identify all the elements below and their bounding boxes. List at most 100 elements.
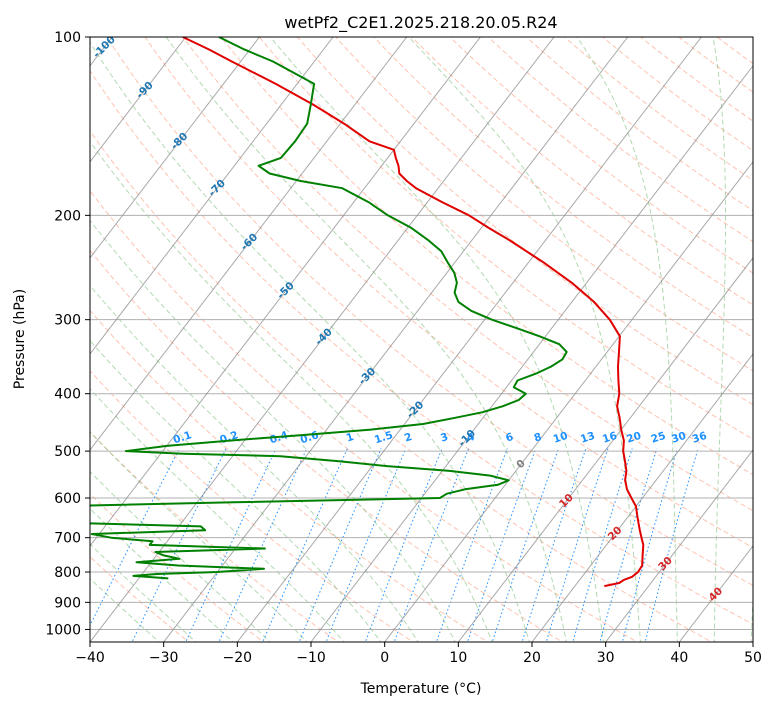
dry-adiabat [716,37,753,65]
dry-adiabat [411,37,753,306]
grid-lines [90,37,753,630]
isotherm-label: -50 [275,280,297,302]
mixing-ratio-line [491,448,560,642]
y-axis: 100 200 300 400 500 600 700 800 900 1000 [45,30,90,638]
plot-area: 0.1 0.2 0.4 0.6 1 1.5 2 3 4 6 8 10 13 16 20 25 30 36 -100… [90,24,775,645]
isotherm-label: -40 [313,326,335,348]
moist-adiabat [408,37,641,642]
isotherm-label: -70 [206,177,228,199]
x-tick-label: 0 [380,650,389,666]
dry-adiabat [563,37,753,181]
x-tick-label: −40 [75,650,105,666]
x-tick-label: 50 [744,650,762,666]
isotherm-label: -10 [456,427,478,449]
isotherm [752,641,753,642]
y-tick-label: 600 [54,491,81,507]
dry-adiabat [90,130,713,642]
mixing-ratio-label: 25 [650,430,668,446]
y-tick-label: 900 [54,595,81,611]
x-axis-label: Temperature (°C) [360,681,482,697]
dry-adiabat [335,37,753,372]
moist-adiabat [90,219,456,642]
mixing-ratio-label: 8 [533,431,544,445]
mixing-ratio-label: 10 [552,430,570,446]
moist-adiabats [90,37,753,642]
y-tick-label: 400 [54,387,81,403]
isotherm [90,37,260,259]
x-tick-label: 30 [597,650,615,666]
dry-adiabat [737,24,775,645]
sounding-profiles [90,37,645,588]
mixing-ratio-labels: 0.1 0.2 0.4 0.6 1 1.5 2 3 4 6 8 10 13 16 20 25 30 36 [172,429,709,446]
x-tick-label: 40 [670,650,688,666]
dry-adiabat [90,493,265,642]
mixing-ratio-line [364,448,443,642]
mixing-ratio-line [262,448,348,642]
isotherm [90,37,334,355]
dry-adiabats [90,24,775,645]
mixing-ratio-line [521,448,587,642]
isotherm-label: 20 [606,524,625,543]
isotherms [90,37,753,642]
mixing-ratio-lines [90,448,699,642]
mixing-ratio-label: 4 [466,431,477,445]
isotherm [605,449,753,642]
mixing-ratio-line [393,448,470,642]
isotherm-label: 30 [656,554,675,573]
mixing-ratio-label: 0.1 [172,429,193,446]
x-axis: −40 −30 −20 −10 0 10 20 30 40 50 [75,642,762,666]
y-tick-label: 800 [54,565,81,581]
mixing-ratio-line [621,448,678,642]
mixing-ratio-label: 0.2 [218,429,239,446]
isotherm-label: 10 [557,492,576,511]
dry-adiabat [90,309,489,642]
isotherm [678,545,753,642]
x-tick-label: −10 [296,650,326,666]
mixing-ratio-label: 3 [439,431,450,445]
isotherm [531,353,753,642]
isotherm [310,64,753,642]
isotherm [90,37,408,451]
isotherm-label: -60 [238,231,260,253]
isotherm-label: 40 [706,585,725,604]
x-tick-label: −20 [223,650,253,666]
mixing-ratio-label: 0.6 [299,429,320,446]
isotherm-label: -30 [356,365,378,387]
mixing-ratio-line [572,448,633,642]
moist-adiabat [90,284,419,642]
dry-adiabat [144,37,753,549]
isotherm [90,37,187,163]
dry-adiabat [296,37,753,406]
isotherm-label: -80 [168,130,190,152]
moist-adiabat [712,37,726,642]
x-tick-label: 20 [523,650,541,666]
mixing-ratio-line [545,448,609,642]
dry-adiabat [106,37,753,587]
y-tick-label: 500 [54,444,81,460]
mixing-ratio-label: 6 [504,431,515,445]
mixing-ratio-line [644,448,699,642]
y-tick-label: 1000 [45,622,81,638]
y-tick-label: 200 [54,208,81,224]
mixing-ratio-label: 1.5 [373,429,394,446]
dry-adiabat [373,37,753,339]
dry-adiabat [220,37,753,476]
mixing-ratio-label: 20 [625,430,643,446]
isotherm-label: 0 [514,457,528,471]
plot-frame [89,36,754,643]
dry-adiabat [449,37,753,274]
x-tick-label: 10 [449,650,467,666]
mixing-ratio-label: 13 [579,430,597,446]
isotherm [457,257,753,642]
mixing-ratio-line [90,448,180,627]
temperature-profile [182,37,645,588]
moist-adiabat [165,37,568,642]
mixing-ratio-label: 2 [403,431,414,445]
dry-adiabat [487,37,753,243]
chart-title: wetPf2_C2E1.2025.218.20.05.R24 [284,13,557,33]
mixing-ratio-line [325,448,407,642]
mixing-ratio-line [599,448,658,642]
mixing-ratio-label: 30 [670,430,688,446]
